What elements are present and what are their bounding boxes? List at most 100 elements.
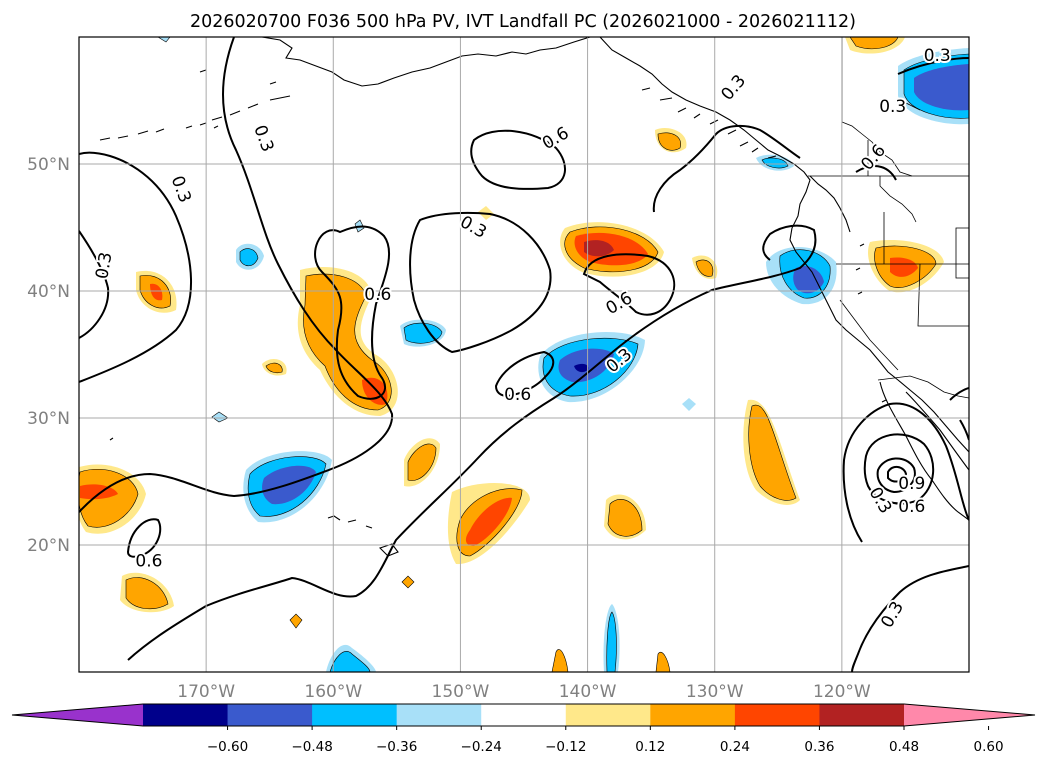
pv-contour-0.3	[855, 165, 897, 181]
colorbar-segment	[650, 704, 736, 726]
anomaly-blob-positive	[890, 257, 918, 277]
contour-label: 0.3	[879, 97, 906, 117]
lat-tick-label: 50°N	[27, 155, 70, 175]
anomaly-blob-negative	[403, 322, 443, 344]
lat-tick-label: 40°N	[27, 282, 70, 302]
anomaly-blob-positive	[584, 240, 614, 257]
pv-contour-0.3	[409, 211, 552, 354]
colorbar-tick-label: −0.24	[461, 739, 502, 755]
anomaly-blob-negative	[606, 611, 617, 672]
anomaly-blob-negative	[914, 64, 969, 111]
colorbar-segment	[734, 704, 820, 726]
baja-peninsula	[879, 381, 969, 521]
map-background	[79, 37, 969, 672]
pv-contour-0.3	[127, 224, 817, 661]
colorbar-tick-label: 0.48	[889, 739, 919, 755]
canada-province-lines	[867, 99, 921, 223]
lon-tick-label: 160°W	[304, 682, 362, 702]
colorbar-segment	[565, 704, 651, 726]
gulf-of-california	[905, 391, 969, 471]
anomaly-blob-positive	[401, 575, 415, 589]
pv-contour-0.6	[314, 225, 391, 400]
pv-contour-0.3	[842, 402, 969, 543]
lon-tick-label: 130°W	[686, 682, 744, 702]
anomaly-blob-negative	[239, 248, 259, 267]
colorbar-segment	[227, 704, 313, 726]
lon-tick-label: 120°W	[813, 682, 871, 702]
longitude-tick-labels: 170°W 160°W 150°W 140°W 130°W 120°W	[177, 682, 871, 702]
pv-contour-0.3	[897, 57, 969, 75]
anomaly-blob-negative	[761, 157, 789, 169]
us-state-lines	[836, 212, 969, 371]
anomaly-blob-positive	[407, 443, 437, 481]
alaska-gulf-coast	[599, 37, 969, 453]
country-borders	[808, 37, 969, 399]
pv-contour-0.3	[79, 151, 192, 383]
pv-contours	[79, 37, 969, 672]
lon-tick-label: 140°W	[559, 682, 617, 702]
colorbar-outline	[11, 703, 1036, 727]
pv-contour-0.3	[79, 230, 110, 339]
anomaly-blob-negative	[793, 265, 824, 294]
pv-contour-0.6	[126, 518, 162, 558]
anomaly-blob-positive	[150, 283, 163, 301]
colorbar-segment	[143, 704, 229, 726]
pv-contour-0.6	[863, 433, 935, 505]
anomaly-blob-negative	[157, 37, 171, 43]
colorbar-segment	[396, 704, 482, 726]
pv-contour-0.9	[887, 466, 908, 483]
contour-label: 0.9	[898, 474, 925, 494]
anomaly-blob-negative	[574, 363, 589, 373]
latitude-tick-labels: 50°N 40°N 30°N 20°N	[27, 155, 70, 556]
map-frame	[78, 36, 970, 673]
contour-label: 0.6	[898, 497, 925, 517]
anomaly-blob-positive	[655, 652, 671, 672]
pv-contour-0.3	[851, 565, 969, 672]
us-mexico-border	[877, 375, 969, 399]
anomaly-blob-positive	[303, 273, 392, 411]
colorbar-tick-label: 0.36	[804, 739, 834, 755]
small-islands	[109, 69, 887, 441]
lon-tick-label: 150°W	[432, 682, 490, 702]
colorbar-tick-label: 0.24	[720, 739, 750, 755]
coastlines	[99, 37, 969, 557]
colorbar-tick-label: −0.12	[545, 739, 586, 755]
colorbar-extend-low	[12, 704, 143, 726]
contour-label: 0.3	[924, 46, 951, 66]
lon-tick-label: 170°W	[177, 682, 235, 702]
lat-tick-label: 30°N	[27, 409, 70, 429]
anomaly-blob-negative	[329, 651, 371, 672]
anomaly-blob-positive	[607, 499, 643, 537]
pv-contour-0.6	[494, 350, 555, 398]
colorbar-tick-label: 0.12	[635, 739, 665, 755]
map-panel[interactable]: 0.30.30.30.60.30.60.60.30.60.30.60.30.30…	[74, 36, 970, 673]
colorbar-tick-label: 0.60	[974, 739, 1004, 755]
hawaii-islands	[327, 515, 399, 557]
colorbar-segment	[481, 704, 567, 726]
alaska-islands	[641, 87, 777, 159]
contour-label: 0.6	[364, 285, 391, 305]
lat-tick-label: 20°N	[27, 536, 70, 556]
colorbar: −0.60 −0.48 −0.36 −0.24 −0.12 0.12 0.24 0.36 0.4…	[11, 703, 1036, 755]
anomaly-blob-positive	[657, 132, 681, 151]
contour-label: 0.6	[504, 385, 531, 405]
colorbar-extend-high	[904, 704, 1035, 726]
anomaly-blob-positive	[695, 259, 714, 277]
anomaly-blob-positive	[551, 649, 569, 672]
alaska-canada-border	[841, 37, 913, 177]
colorbar-tick-label: −0.36	[376, 739, 417, 755]
pv-contour-0.6	[470, 129, 566, 190]
graticule	[79, 37, 969, 672]
pv-contour-0.3	[652, 124, 801, 213]
pv-contour-0.3	[79, 37, 394, 513]
anomaly-blob-positive	[265, 362, 283, 374]
anomaly-blob-negative	[682, 398, 696, 411]
anomaly-blob-positive	[125, 577, 169, 610]
contour-label: 0.6	[135, 552, 162, 572]
figure-title: 2026020700 F036 500 hPa PV, IVT Landfall…	[190, 12, 856, 32]
colorbar-segment	[312, 704, 398, 726]
shaded-anomalies	[79, 37, 969, 672]
anomaly-blob-positive	[748, 404, 797, 501]
aleutian-islands	[99, 95, 291, 141]
